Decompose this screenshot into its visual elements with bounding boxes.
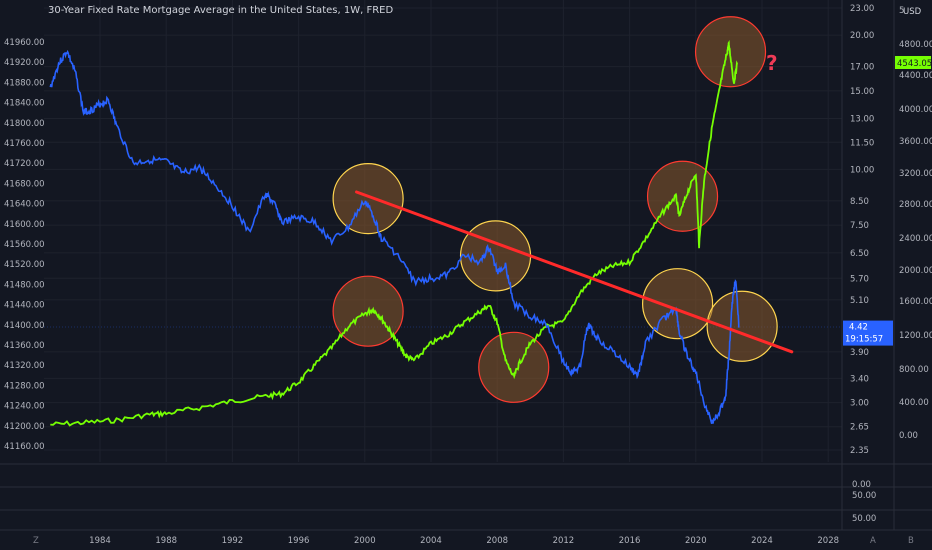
highlight-circle-yellow[interactable] [459,220,532,292]
left-axis-tick: 41680.00 [4,179,45,189]
left-axis-tick: 41880.00 [4,78,45,88]
highlight-circle-yellow[interactable] [706,290,778,362]
rate-axis-tick: 2.35 [850,446,869,456]
highlight-circle-red[interactable] [478,331,550,403]
bar-countdown: 19:15:57 [845,335,883,345]
rate-axis-tick: 5.10 [850,296,869,306]
time-axis-tick: 2020 [685,536,707,546]
rate-axis-tick: 23.00 [850,4,874,14]
index-axis-tick: 400.00 [899,398,929,408]
rate-axis-tick: 3.40 [850,374,869,384]
mortgage-last-value-tag [843,320,893,346]
corner-b-label[interactable]: B [908,536,914,546]
index-axis-tick: 1600.00 [899,297,932,307]
index-axis-tick: 2000.00 [899,266,932,276]
lower-pane-tick: 0.00 [852,480,871,490]
index-axis-tick: 1200.00 [899,331,932,341]
left-axis-tick: 41160.00 [4,442,45,452]
time-axis[interactable]: 1984 1988 1992 1996 2000 2004 2008 2012 2016 2020… [89,536,839,546]
time-axis-tick: 2028 [817,536,839,546]
index-price-axis[interactable]: 5 4800.00 4400.00 4000.00 3600.00 3200.00 2800… [899,6,932,441]
left-axis-tick: 41240.00 [4,402,45,412]
index-axis-tick: 2400.00 [899,234,932,244]
left-axis-tick: 41360.00 [4,341,45,351]
left-axis-tick: 41480.00 [4,280,45,290]
time-axis-tick: 1988 [155,536,177,546]
rate-axis-tick: 10.00 [850,165,874,175]
index-axis-tick: 4400.00 [899,71,932,81]
mortgage-series-line [49,49,740,424]
question-mark: ? [766,51,778,75]
rate-axis-tick: 2.65 [850,423,869,433]
index-series-line [50,40,739,427]
time-axis-tick: 1984 [89,536,111,546]
rate-axis-tick: 11.50 [850,138,874,148]
index-axis-tick: 2800.00 [899,200,932,210]
left-axis-tick: 41320.00 [4,361,45,371]
left-axis-tick: 41640.00 [4,200,45,210]
lower-pane-tick: 50.00 [852,514,876,524]
index-last-value-tag [895,56,931,69]
rate-axis-tick: 3.90 [850,348,869,358]
time-axis-tick: 2004 [420,536,442,546]
chart-title: 30-Year Fixed Rate Mortgage Average in t… [48,5,394,16]
rate-axis-tick: 17.00 [850,63,874,73]
time-axis-tick: 2000 [354,536,376,546]
mortgage-last-value: 4.42 [849,323,868,333]
left-axis-tick: 41560.00 [4,240,45,250]
rate-axis-tick: 7.50 [850,221,869,231]
currency-label[interactable]: USD [903,7,922,17]
index-axis-tick: 5 [899,6,904,16]
left-axis-tick: 41720.00 [4,159,45,169]
rate-axis-tick: 6.50 [850,249,869,259]
rate-axis-tick: 5.70 [850,274,869,284]
rate-price-axis[interactable]: 23.00 20.00 17.00 15.00 13.00 11.50 10.00 8.50 7… [850,4,874,456]
left-axis-tick: 41400.00 [4,321,45,331]
rate-axis-tick: 20.00 [850,31,874,41]
highlight-circle-yellow[interactable] [332,163,404,235]
index-last-value: 4543.05 [897,59,932,69]
left-axis-tick: 41600.00 [4,220,45,230]
rate-axis-tick: 3.00 [850,399,869,409]
left-axis-tick: 41520.00 [4,260,45,270]
index-axis-tick: 800.00 [899,365,929,375]
left-axis-tick: 41960.00 [4,38,45,48]
left-axis-tick: 41800.00 [4,119,45,129]
index-axis-tick: 3600.00 [899,137,932,147]
left-axis-tick: 41840.00 [4,99,45,109]
red-trendline[interactable] [355,190,794,354]
rate-axis-tick: 8.50 [850,197,869,207]
left-axis-tick: 41280.00 [4,381,45,391]
last-value-tags: 4.42 19:15:57 4543.05 [843,56,932,346]
left-axis-tick: 41760.00 [4,139,45,149]
time-axis-tick: 2008 [486,536,508,546]
time-axis-tick: 1992 [222,536,244,546]
highlight-circle-red[interactable] [646,160,719,232]
index-axis-tick: 3200.00 [899,169,932,179]
highlight-circle-yellow[interactable] [641,268,714,340]
time-axis-tick: 2024 [751,536,773,546]
left-axis-tick: 41920.00 [4,58,45,68]
trendline[interactable] [355,190,794,354]
lower-pane-tick: 50.00 [852,491,876,501]
index-axis-tick: 4000.00 [899,105,932,115]
time-axis-tick: 2016 [619,536,641,546]
left-price-axis[interactable]: 41960.00 41920.00 41880.00 41840.00 41800.00… [4,38,45,452]
corner-z-label[interactable]: Z [33,536,39,546]
series-lines [49,40,740,427]
index-axis-tick: 4800.00 [899,40,932,50]
index-axis-tick: 0.00 [899,431,918,441]
corner-a-label[interactable]: A [870,536,876,546]
rate-axis-tick: 13.00 [850,115,874,125]
time-axis-tick: 2012 [553,536,575,546]
rate-axis-tick: 15.00 [850,87,874,97]
left-axis-tick: 41440.00 [4,301,45,311]
time-axis-tick: 1996 [288,536,310,546]
left-axis-tick: 41200.00 [4,422,45,432]
